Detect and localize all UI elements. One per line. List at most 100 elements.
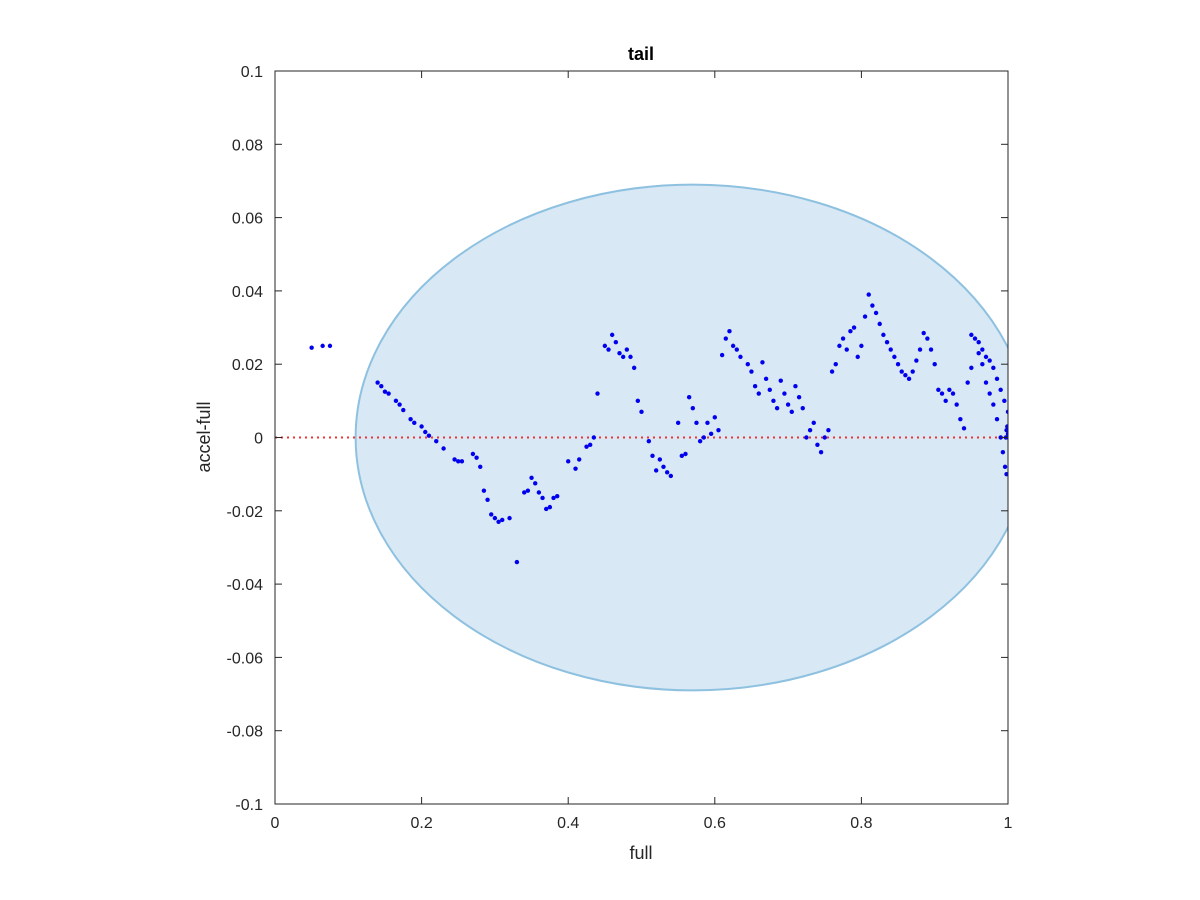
data-point <box>507 515 512 521</box>
data-point <box>804 435 809 440</box>
data-point <box>514 559 520 565</box>
data-point <box>609 332 615 338</box>
data-point <box>998 387 1003 393</box>
data-point <box>822 435 827 440</box>
data-point <box>708 431 714 437</box>
data-point <box>767 387 772 393</box>
data-point <box>800 405 805 411</box>
data-point <box>481 488 487 493</box>
y-tick-label: 0.06 <box>232 211 263 228</box>
data-point <box>723 336 728 341</box>
data-point <box>987 358 992 363</box>
data-point <box>492 515 498 521</box>
data-point <box>679 453 685 459</box>
data-point <box>547 504 553 510</box>
data-point <box>881 332 886 338</box>
data-point <box>826 427 831 433</box>
data-point <box>426 433 432 438</box>
y-tick-label: -0.1 <box>235 797 263 814</box>
data-point <box>712 415 717 420</box>
data-point <box>379 383 384 389</box>
data-point <box>587 442 593 448</box>
data-point <box>386 391 391 396</box>
y-tick-label: -0.04 <box>227 577 264 594</box>
data-point <box>888 347 893 352</box>
data-point <box>965 380 970 385</box>
data-point <box>694 420 699 426</box>
x-tick-label: 0 <box>271 815 280 832</box>
data-point <box>785 402 791 407</box>
data-point <box>375 380 380 385</box>
data-point <box>870 303 875 308</box>
data-point <box>500 517 505 523</box>
data-point <box>844 347 849 352</box>
data-point <box>954 402 959 407</box>
data-point <box>525 488 531 493</box>
data-point <box>818 449 824 455</box>
data-point <box>749 369 754 374</box>
data-point <box>705 420 710 426</box>
data-point <box>811 420 816 426</box>
data-point <box>987 391 992 396</box>
y-tick-label: 0.02 <box>232 357 263 374</box>
data-point <box>397 402 402 407</box>
data-point <box>690 405 696 411</box>
data-point <box>829 369 835 374</box>
data-point <box>697 438 703 444</box>
data-point <box>873 310 879 316</box>
y-tick-label: 0 <box>254 431 263 448</box>
data-point <box>815 442 820 448</box>
data-point <box>576 457 582 462</box>
x-tick-label: 0.4 <box>557 815 579 832</box>
data-point <box>540 495 545 501</box>
data-point <box>745 362 750 367</box>
x-tick-label: 0.6 <box>704 815 726 832</box>
data-point <box>1005 409 1008 415</box>
data-point <box>848 329 853 334</box>
data-point <box>991 365 996 371</box>
data-point <box>994 376 1000 382</box>
data-point <box>851 325 857 330</box>
data-point <box>866 292 871 297</box>
data-point <box>459 459 465 464</box>
data-point <box>408 416 413 422</box>
data-point <box>991 402 996 407</box>
data-point <box>716 427 721 433</box>
data-point <box>1000 449 1006 455</box>
data-point <box>840 336 846 341</box>
data-point <box>910 369 915 374</box>
data-point <box>536 490 542 495</box>
data-point <box>892 354 897 360</box>
data-point <box>393 398 399 404</box>
x-axis-label: full <box>629 843 652 863</box>
data-point <box>701 435 707 440</box>
x-tick-label: 1 <box>1004 815 1013 832</box>
data-point <box>573 466 578 471</box>
data-point <box>939 391 945 396</box>
data-point <box>595 391 600 396</box>
data-point <box>1002 464 1008 470</box>
data-point <box>668 473 674 479</box>
data-point <box>419 424 424 429</box>
y-tick-label: -0.02 <box>227 504 264 521</box>
data-point <box>544 506 549 512</box>
data-point <box>771 398 776 404</box>
data-point <box>401 407 406 413</box>
data-point <box>489 512 494 517</box>
data-point <box>961 426 967 431</box>
data-point <box>485 497 490 503</box>
x-tick-label: 0.8 <box>850 815 872 832</box>
data-point <box>906 376 912 382</box>
data-point <box>620 354 626 360</box>
data-point <box>452 457 457 462</box>
data-point <box>778 378 783 383</box>
data-point <box>738 354 743 360</box>
data-point <box>877 321 882 327</box>
data-point <box>760 360 765 365</box>
data-point <box>320 343 325 349</box>
data-point <box>533 481 538 486</box>
data-point <box>602 343 608 349</box>
data-point <box>983 354 989 360</box>
data-point <box>976 351 981 356</box>
data-point <box>1004 427 1008 433</box>
